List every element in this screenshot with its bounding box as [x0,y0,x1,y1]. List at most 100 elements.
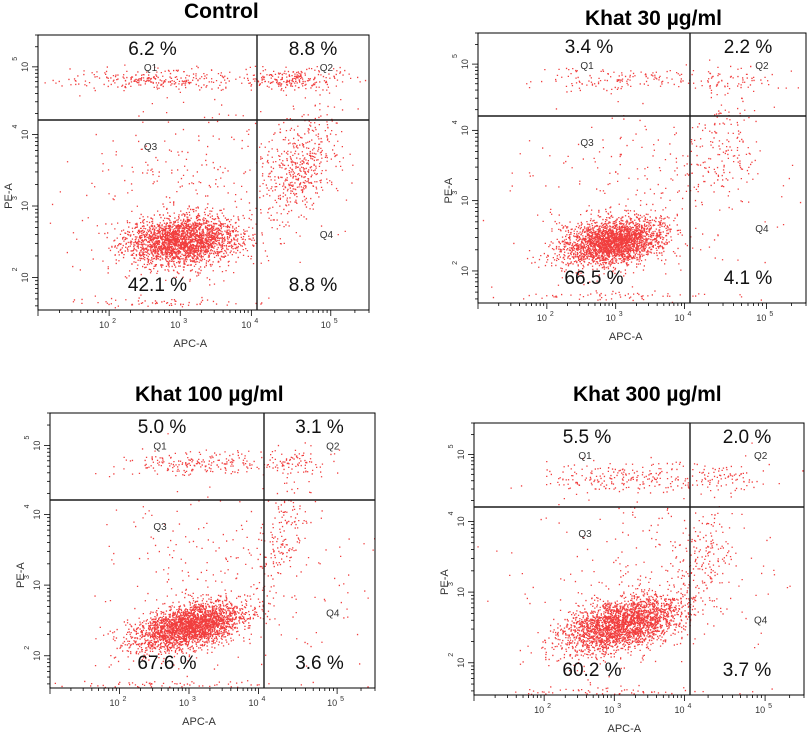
x-tick-label: 10 [674,705,684,715]
y-tick-label: 10 [32,441,42,451]
panel-khat-30: Khat 30 µg/ml 10 2 10 3 10 4 10 5 APC-A 10 2 10 3 10 4… [400,0,809,360]
y-tick-exponent: 4 [452,120,459,124]
quadrant-percent-q3: 60.2 % [562,660,621,681]
x-tick-label: 10 [109,698,119,708]
scatter-points [54,433,376,689]
quadrant-percent-q2: 8.8 % [289,39,338,60]
quadrant-percent-q2: 2.2 % [724,37,773,58]
scatter-points [44,64,367,309]
scatter-dots [54,433,376,689]
y-tick-label: 10 [460,125,470,135]
panel-khat-100: Khat 100 µg/ml 10 2 10 3 10 4 10 5 APC-A 10 2 10 3 10… [0,370,400,737]
y-axis-label: PE-A [3,183,15,209]
x-axis-label: APC-A [607,723,641,735]
x-tick-exponent: 2 [550,311,554,318]
x-tick-label: 10 [248,698,258,708]
scatter-dots [477,442,804,696]
x-tick-exponent: 2 [547,703,551,710]
scatter-points [477,442,804,696]
quadrant-percent-q4: 3.7 % [723,660,772,681]
plot-frame [49,412,376,689]
x-tick-exponent: 4 [687,703,691,710]
y-tick-label: 10 [456,516,466,526]
x-tick-label: 10 [675,313,685,323]
y-tick-label: 10 [20,272,30,282]
quadrant-name-q4: Q4 [755,224,769,235]
x-tick-exponent: 2 [112,318,116,325]
y-tick-label: 10 [32,580,42,590]
quadrant-percent-q1: 3.4 % [565,37,614,58]
y-tick-label: 10 [20,130,30,140]
x-tick-exponent: 5 [334,318,338,325]
quadrant-percent-q4: 4.1 % [724,268,773,289]
y-tick-exponent: 4 [12,125,19,129]
y-tick-label: 10 [460,196,470,206]
x-axis: 10 2 10 3 10 4 10 5 [37,310,370,330]
quadrant-percent-q1: 5.5 % [563,427,612,448]
quadrant-percent-q3: 66.5 % [564,268,623,289]
quadrant-name-q2: Q2 [326,441,340,452]
x-tick-exponent: 5 [340,696,344,703]
scatter-points [482,59,802,303]
x-tick-label: 10 [179,698,189,708]
chart-title: Khat 100 µg/ml [135,383,284,406]
panel-khat-300: Khat 300 µg/ml 10 2 10 3 10 4 10 5 APC-A 10 2 10 3 10… [400,370,809,737]
quadrant-name-q2: Q2 [755,61,769,72]
x-tick-label: 10 [606,313,616,323]
quadrant-percent-q4: 8.8 % [289,275,338,296]
y-tick-exponent: 5 [452,54,459,58]
quadrant-name-q1: Q1 [153,441,167,452]
quadrant-name-q1: Q1 [144,63,158,74]
y-tick-exponent: 2 [24,646,31,650]
y-tick-exponent: 2 [448,653,455,657]
quadrant-name-q2: Q2 [320,63,334,74]
x-tick-exponent: 3 [619,311,623,318]
x-tick-label: 10 [537,313,547,323]
x-tick-label: 10 [321,320,331,330]
chart-title: Control [184,0,259,23]
chart-title: Khat 300 µg/ml [573,383,722,406]
panel-control: Control 10 2 10 3 10 4 10 5 APC-A 10 2 10 3 10 4 10 5 PE-… [0,0,400,360]
x-tick-exponent: 3 [617,703,621,710]
quadrant-percent-q4: 3.6 % [295,653,344,674]
x-axis-label: APC-A [609,331,643,343]
x-tick-exponent: 3 [192,696,196,703]
x-tick-label: 10 [99,320,109,330]
x-axis: 10 2 10 3 10 4 10 5 [473,695,805,715]
quadrant-percent-q3: 42.1 % [128,275,187,296]
x-tick-exponent: 3 [183,318,187,325]
y-tick-exponent: 2 [12,267,19,271]
y-axis-label: PE-A [439,569,451,595]
x-axis: 10 2 10 3 10 4 10 5 [49,688,376,708]
quadrant-name-q1: Q1 [578,451,592,462]
y-tick-exponent: 5 [24,436,31,440]
x-tick-exponent: 4 [261,696,265,703]
quadrant-name-q4: Q4 [320,230,334,241]
x-tick-exponent: 4 [254,318,258,325]
x-tick-exponent: 2 [122,696,126,703]
y-tick-exponent: 4 [24,504,31,508]
scatter-dots [44,64,367,309]
x-axis-label: APC-A [173,338,207,350]
scatter-dots [482,59,802,303]
quadrant-name-q2: Q2 [754,451,768,462]
quadrant-name-q3: Q3 [580,138,594,149]
y-tick-label: 10 [20,62,30,72]
quadrant-percent-q2: 2.0 % [723,427,772,448]
x-axis: 10 2 10 3 10 4 10 5 [477,303,807,323]
quadrant-percent-q1: 6.2 % [128,39,177,60]
y-tick-label: 10 [460,59,470,69]
x-tick-label: 10 [604,705,614,715]
x-tick-label: 10 [327,698,337,708]
y-tick-label: 10 [456,449,466,459]
quadrant-percent-q1: 5.0 % [138,417,187,438]
y-tick-exponent: 3 [12,196,19,200]
y-tick-exponent: 3 [448,582,455,586]
